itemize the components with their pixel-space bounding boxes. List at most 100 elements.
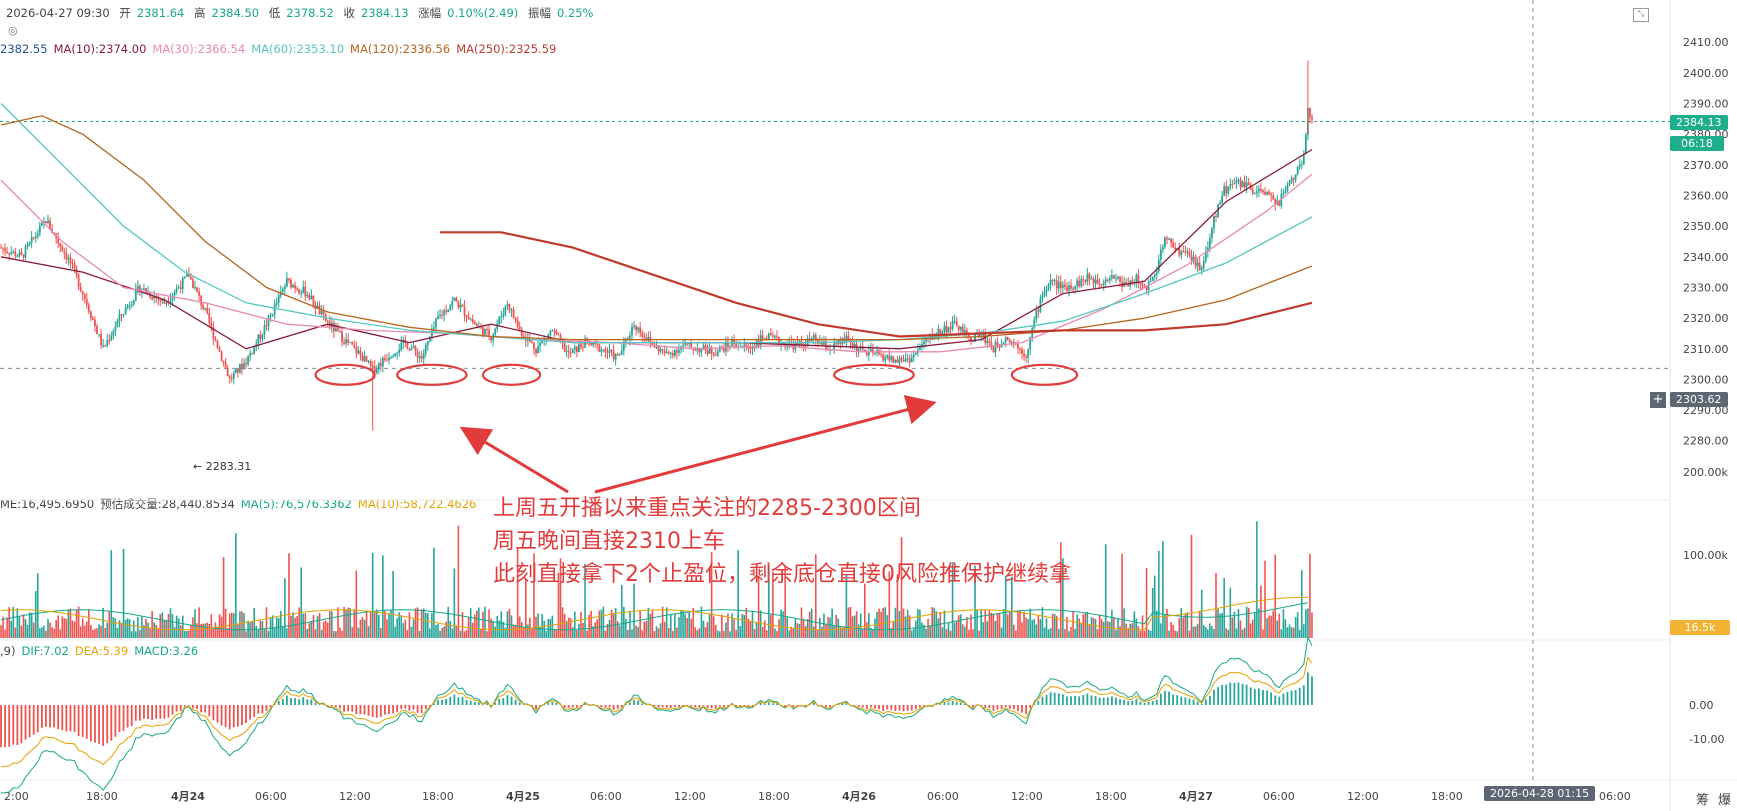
volume-bar xyxy=(845,574,848,638)
candle-body xyxy=(718,346,721,352)
volume-bar xyxy=(753,628,756,638)
volume-bar xyxy=(739,625,742,638)
volume-bar xyxy=(124,619,127,638)
candle-body xyxy=(943,325,946,332)
candle-body xyxy=(769,333,772,336)
candle-body xyxy=(602,349,605,351)
volume-bar xyxy=(1062,558,1064,638)
volume-bar xyxy=(1160,623,1162,638)
candle-body xyxy=(506,304,509,306)
volume-bar xyxy=(522,627,525,638)
candle-body xyxy=(1096,279,1099,284)
macd-hist-bar xyxy=(486,703,488,705)
volume-bar xyxy=(635,625,637,638)
add-alert-icon[interactable]: + xyxy=(1650,392,1666,408)
volume-bar xyxy=(208,624,211,638)
volume-bar xyxy=(1247,607,1250,638)
volume-bar xyxy=(782,611,784,638)
candle-body xyxy=(120,314,123,316)
candle-body xyxy=(763,338,766,340)
candle-body xyxy=(678,349,680,353)
candle-body xyxy=(63,251,66,254)
volume-bar xyxy=(1066,617,1068,638)
macd-hist-bar xyxy=(612,705,615,710)
ma-legend-item-2: MA(30):2366.54 xyxy=(152,42,246,56)
volume-bar xyxy=(1011,576,1013,638)
candle-body xyxy=(1190,255,1193,261)
macd-hist-bar xyxy=(571,705,574,708)
volume-bar xyxy=(1274,554,1277,638)
macd-hist-bar xyxy=(1257,688,1260,705)
candle-body xyxy=(1092,278,1095,284)
chip-button[interactable]: 筹 xyxy=(1696,793,1710,808)
volume-bar xyxy=(1035,624,1038,638)
candle-body xyxy=(269,314,272,317)
macd-hist-bar xyxy=(710,705,713,709)
annotation-text: 上周五开播以来重点关注的2285-2300区间 周五晚间直接2310上车 此刻直… xyxy=(493,492,1071,591)
macd-hist-bar xyxy=(1282,693,1285,705)
volume-bar xyxy=(1039,619,1042,638)
volume-bar xyxy=(237,624,239,638)
volume-bar xyxy=(788,630,791,638)
volume-bar xyxy=(841,627,844,638)
macd-hist-bar xyxy=(437,700,439,705)
fullscreen-icon[interactable]: ⤡ xyxy=(1633,8,1649,22)
ohlc-header: 2026-04-27 09:30 开 2381.64 高 2384.50 低 2378… xyxy=(6,5,600,21)
macd-hist-bar xyxy=(1041,696,1044,705)
volume-bar xyxy=(716,630,719,638)
macd-hist-bar xyxy=(522,704,525,706)
volume-bar xyxy=(49,622,51,638)
candle-body xyxy=(30,237,33,243)
volume-bar xyxy=(2,616,4,638)
candle-body xyxy=(1055,280,1058,289)
candle-body xyxy=(843,338,846,344)
candle-body xyxy=(1266,191,1268,195)
volume-bar xyxy=(1254,613,1256,638)
candle-body xyxy=(416,351,419,358)
volume-bar xyxy=(1278,613,1281,638)
candle-body xyxy=(578,344,580,353)
volume-bar xyxy=(130,631,133,638)
macd-hist-bar xyxy=(555,702,558,705)
candle-body xyxy=(1106,279,1109,281)
volume-bar xyxy=(373,612,376,638)
candle-body xyxy=(136,285,139,290)
candle-body xyxy=(2,247,4,249)
volume-bar xyxy=(426,613,429,638)
eye-icon[interactable]: ◎ xyxy=(8,24,18,37)
macd-hist-bar xyxy=(633,700,635,705)
time-tick-label: 06:00 xyxy=(1263,790,1295,803)
macd-hist-bar xyxy=(400,705,403,709)
volume-bar xyxy=(39,628,41,638)
macd-hist-bar xyxy=(330,705,333,707)
volume-bar xyxy=(353,609,356,638)
time-tick-label: 18:00 xyxy=(1095,790,1127,803)
candle-body xyxy=(77,275,80,287)
volume-bar xyxy=(649,613,652,638)
volume-bar xyxy=(927,618,929,638)
volume-bar xyxy=(12,606,15,638)
macd-hist-bar xyxy=(379,705,382,717)
macd-hist-bar xyxy=(694,705,697,708)
macd-hist-bar xyxy=(1008,705,1011,709)
macd-hist-bar xyxy=(1204,699,1207,705)
volume-bar xyxy=(1084,612,1087,638)
liquidation-button[interactable]: 爆 xyxy=(1718,793,1732,808)
candle-body xyxy=(4,248,7,252)
candle-body xyxy=(1182,251,1185,253)
candle-body xyxy=(459,304,462,308)
volume-bar xyxy=(1023,611,1025,638)
candle-body xyxy=(669,353,672,355)
macd-hist-bar xyxy=(665,705,668,708)
candle-body xyxy=(343,341,345,344)
volume-bar xyxy=(1174,630,1176,638)
volume-bar xyxy=(245,631,247,638)
candle-body xyxy=(725,341,727,352)
candle-body xyxy=(553,330,556,332)
candle-body xyxy=(592,341,595,346)
macd-hist-bar xyxy=(143,705,145,719)
volume-bar xyxy=(106,622,109,638)
candle-body xyxy=(892,356,895,363)
circle-annotation xyxy=(396,363,468,386)
